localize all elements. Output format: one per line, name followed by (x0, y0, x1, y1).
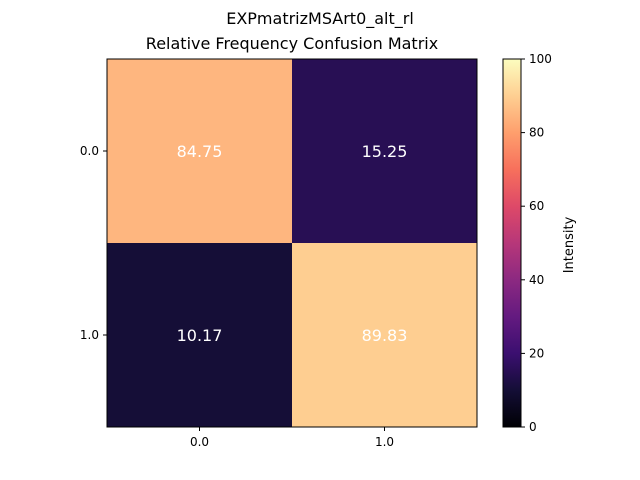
colorbar-tick-label: 40 (529, 273, 544, 287)
heatmap-cell (107, 59, 292, 243)
colorbar-tick-label: 0 (529, 420, 537, 434)
heatmap-cells: 84.75 15.25 10.17 89.83 (106, 58, 478, 428)
colorbar: 0 20 40 60 80 100 Intensity (502, 52, 577, 434)
colorbar-tick-label: 20 (529, 346, 544, 360)
y-tick-label: 1.0 (80, 328, 99, 342)
x-tick-label: 0.0 (190, 435, 209, 449)
colorbar-ticks: 0 20 40 60 80 100 (521, 52, 552, 434)
axis-ticks: 0.0 1.0 0.0 1.0 (80, 144, 394, 449)
plot-frame (106, 58, 478, 428)
cell-value-label: 15.25 (362, 142, 408, 161)
colorbar-label: Intensity (562, 216, 577, 273)
cell-value-label: 84.75 (177, 142, 223, 161)
chart-suptitle: EXPmatrizMSArt0_alt_rl (226, 9, 414, 29)
chart-title: Relative Frequency Confusion Matrix (146, 34, 438, 53)
colorbar-tick-label: 100 (529, 52, 552, 66)
heatmap-cell (292, 243, 477, 427)
colorbar-tick-label: 80 (529, 126, 544, 140)
x-tick-label: 1.0 (375, 435, 394, 449)
cell-value-label: 10.17 (177, 326, 223, 345)
heatmap-cell (107, 243, 292, 427)
heatmap-cell (292, 59, 477, 243)
y-tick-label: 0.0 (80, 144, 99, 158)
colorbar-tick-label: 60 (529, 199, 544, 213)
colorbar-gradient (502, 58, 522, 428)
cell-value-label: 89.83 (362, 326, 408, 345)
